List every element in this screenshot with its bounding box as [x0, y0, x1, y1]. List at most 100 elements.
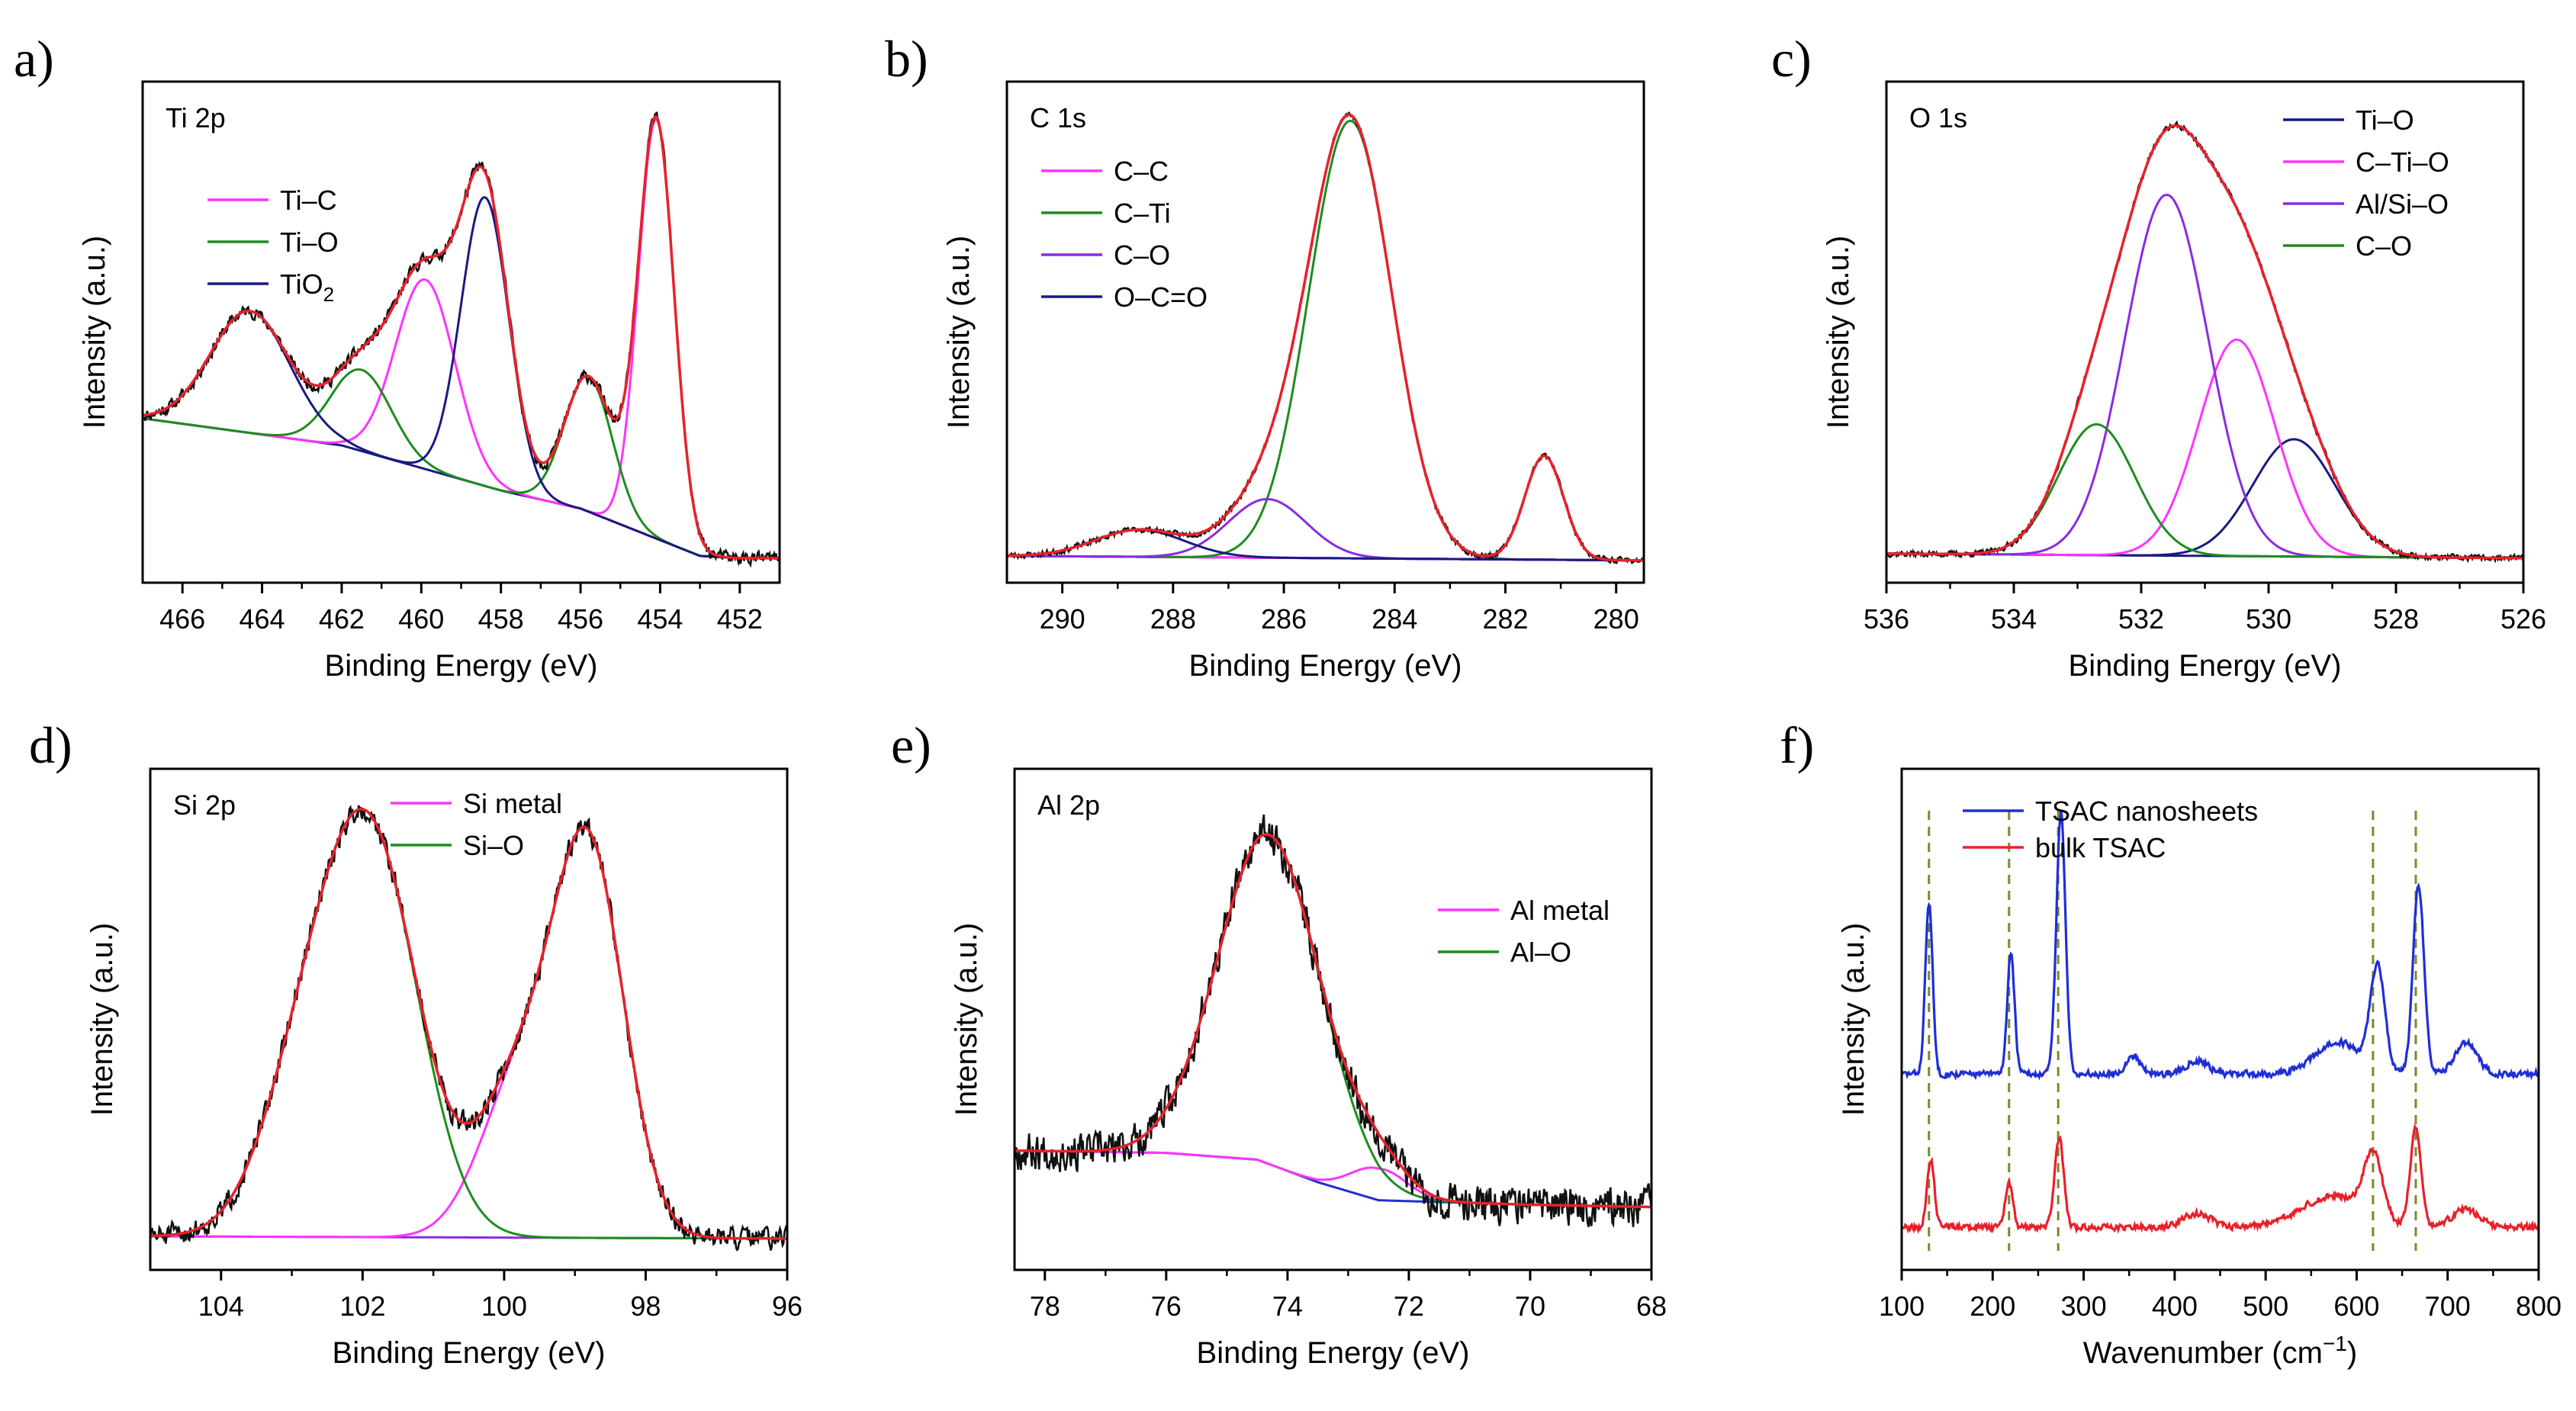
legend-label-text: Al–O — [1510, 937, 1571, 968]
plot-area — [143, 111, 780, 568]
legend-label-text: C–O — [2356, 230, 2412, 262]
component-line — [1886, 423, 2523, 560]
x-tick-label: 98 — [630, 1290, 661, 1322]
spectrum-line — [1902, 1123, 2539, 1235]
panel-title: Al 2p — [1037, 789, 1100, 821]
x-tick-label: 76 — [1151, 1290, 1182, 1322]
y-axis-label: Intensity (a.u.) — [78, 236, 111, 429]
x-tick-label: 290 — [1040, 603, 1085, 635]
x-tick-label: 528 — [2373, 603, 2419, 635]
x-tick-label: 526 — [2500, 603, 2546, 635]
legend-label: Si–O — [463, 830, 524, 861]
legend-label-text: Al metal — [1510, 895, 1610, 926]
component-line — [150, 826, 787, 1240]
x-axis-label: Binding Energy (eV) — [1189, 649, 1462, 683]
x-tick-label: 500 — [2243, 1290, 2288, 1322]
x-tick-label: 286 — [1261, 603, 1307, 635]
panel-label: d) — [29, 716, 72, 774]
raw-data-line — [1007, 111, 1644, 565]
x-axis-label-sup: −1 — [2323, 1332, 2347, 1355]
y-axis-label: Intensity (a.u.) — [950, 923, 983, 1116]
legend-label-text: C–Ti — [1114, 198, 1171, 229]
x-tick-label: 102 — [339, 1290, 385, 1322]
panel-title: C 1s — [1030, 102, 1086, 133]
panel-b: b) 290 288 286 284 282 280 Binding Energy (eV) I… — [885, 30, 1645, 683]
plot-area — [1015, 814, 1651, 1229]
x-tick-label: 104 — [198, 1290, 244, 1322]
component-line — [143, 368, 780, 560]
legend-label-text: C–Ti–O — [2356, 146, 2449, 178]
legend-label-text: O–C=O — [1114, 281, 1208, 313]
x-tick-label: 800 — [2516, 1290, 2562, 1322]
x-tick-label: 456 — [558, 603, 603, 635]
x-tick-label: 536 — [1864, 603, 1909, 635]
plot-area — [1886, 120, 2523, 564]
panel-e: e) 78 76 74 72 70 68 Binding Energy (eV) Intensi… — [891, 716, 1667, 1370]
panel-d: d) 104 102 100 98 96 Binding Energy (eV) Intens… — [29, 716, 802, 1370]
panel-label: c) — [1771, 30, 1812, 88]
y-axis-label: Intensity (a.u.) — [942, 236, 976, 429]
x-tick-label: 400 — [2152, 1290, 2198, 1322]
spectrum-line — [1902, 811, 2539, 1081]
x-tick-label: 462 — [319, 603, 365, 635]
legend-label: O–C=O — [1114, 281, 1208, 313]
fit-envelope-line — [1007, 113, 1644, 562]
plot-frame — [141, 80, 781, 584]
x-axis-label: Binding Energy (eV) — [2069, 649, 2342, 683]
fit-envelope-line — [143, 114, 780, 560]
x-axis-label: Binding Energy (eV) — [1197, 1336, 1470, 1370]
legend-label: TSAC nanosheets — [2035, 795, 2258, 827]
legend-label-text: TSAC nanosheets — [2035, 795, 2258, 827]
x-axis-label-text: Wavenumber (cm — [2083, 1336, 2323, 1370]
x-tick-label: 452 — [717, 603, 763, 635]
raw-data-line — [1015, 814, 1651, 1229]
legend-label: Ti–O — [280, 227, 339, 258]
plot-frame — [1900, 767, 2540, 1271]
baseline-line — [143, 417, 780, 560]
panel-label: a) — [14, 30, 54, 88]
x-tick-label: 74 — [1272, 1290, 1303, 1322]
x-tick-label: 460 — [398, 603, 444, 635]
plot-frame — [1013, 767, 1653, 1271]
legend-label-text: bulk TSAC — [2035, 832, 2166, 863]
component-line — [143, 117, 780, 560]
panel-label: e) — [891, 716, 931, 774]
x-tick-label: 288 — [1150, 603, 1196, 635]
plot-area — [1902, 811, 2539, 1251]
fit-envelope-line — [150, 807, 787, 1240]
y-axis-label: Intensity (a.u.) — [85, 923, 119, 1116]
x-tick-label: 466 — [159, 603, 205, 635]
x-tick-label: 96 — [772, 1290, 802, 1322]
x-tick-label: 534 — [1991, 603, 2037, 635]
x-tick-label: 464 — [240, 603, 285, 635]
panel-title: Si 2p — [173, 789, 236, 821]
x-axis-label-end: ) — [2347, 1336, 2357, 1370]
x-tick-label: 68 — [1636, 1290, 1667, 1322]
panel-label: f) — [1780, 716, 1814, 774]
panel-title: Ti 2p — [166, 102, 226, 133]
legend-label-text: Ti–C — [280, 185, 337, 216]
raw-data-line — [150, 805, 787, 1252]
component-line — [143, 196, 780, 560]
x-tick-label: 70 — [1515, 1290, 1545, 1322]
component-line — [1007, 497, 1644, 562]
legend-label: C–Ti — [1114, 198, 1171, 229]
y-axis-label: Intensity (a.u.) — [1837, 923, 1870, 1116]
component-line — [1007, 120, 1644, 562]
legend-label: Si metal — [463, 788, 562, 819]
legend-label: Al–O — [1510, 937, 1571, 968]
component-line — [1886, 338, 2523, 560]
legend-label-text: Ti–O — [280, 227, 339, 258]
x-tick-label: 700 — [2425, 1290, 2471, 1322]
x-tick-label: 458 — [478, 603, 524, 635]
x-tick-label: 532 — [2118, 603, 2164, 635]
legend-label: Ti–C — [280, 185, 337, 216]
x-axis-label: Wavenumber (cm−1) — [2083, 1332, 2357, 1370]
legend-label-text: C–C — [1114, 156, 1169, 187]
x-tick-label: 100 — [481, 1290, 527, 1322]
component-line — [1886, 438, 2523, 560]
legend-label: C–O — [1114, 239, 1170, 271]
x-tick-label: 530 — [2246, 603, 2291, 635]
plot-area — [150, 805, 787, 1252]
legend-label: TiO2 — [280, 268, 334, 306]
